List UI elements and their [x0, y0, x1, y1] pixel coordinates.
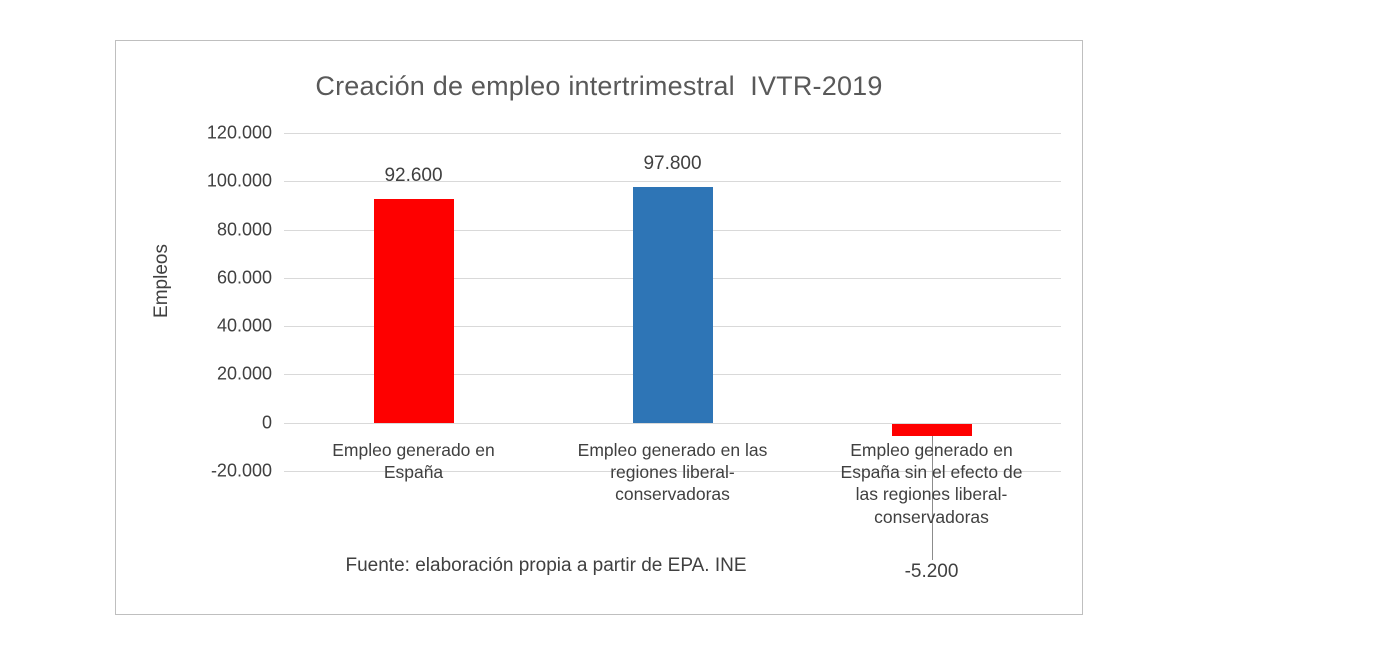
bar-1	[373, 199, 454, 423]
chart-frame: Creación de empleo intertrimestral IVTR-…	[115, 40, 1083, 615]
source-note: Fuente: elaboración propia a partir de E…	[345, 555, 747, 576]
data-label-1: 92.600	[384, 165, 443, 187]
bar-2	[632, 186, 713, 423]
category-label-2: Empleo generado en las regiones liberal-…	[577, 439, 768, 505]
y-tick-label: 80.000	[216, 219, 272, 240]
plot-area: 120.000 100.000 80.000 60.000 40.000 20.000 0 -…	[207, 123, 1061, 582]
y-tick-label: 60.000	[216, 267, 272, 288]
gridline	[284, 471, 1061, 472]
gridline	[284, 181, 1061, 183]
y-axis-title-text: Empleos	[151, 244, 173, 318]
y-tick-label: 100.000	[206, 170, 272, 191]
y-tick-label: 40.000	[216, 315, 272, 336]
data-label-3: -5.200	[904, 561, 959, 582]
y-axis-title: Empleos	[148, 181, 176, 381]
gridline	[284, 422, 1061, 424]
y-tick-label: 20.000	[216, 363, 272, 384]
y-tick-label: -20.000	[210, 460, 272, 481]
gridline	[284, 133, 1061, 134]
bar-3	[891, 423, 972, 437]
leader-line	[931, 436, 933, 560]
y-tick-label: 0	[261, 412, 272, 433]
data-label-2: 97.800	[643, 152, 702, 174]
y-tick-label: 120.000	[206, 122, 272, 143]
chart-title: Creación de empleo intertrimestral IVTR-…	[315, 71, 883, 101]
category-label-3: Empleo generado en España sin el efecto …	[840, 439, 1023, 527]
category-label-1: Empleo generado en España	[332, 439, 495, 483]
